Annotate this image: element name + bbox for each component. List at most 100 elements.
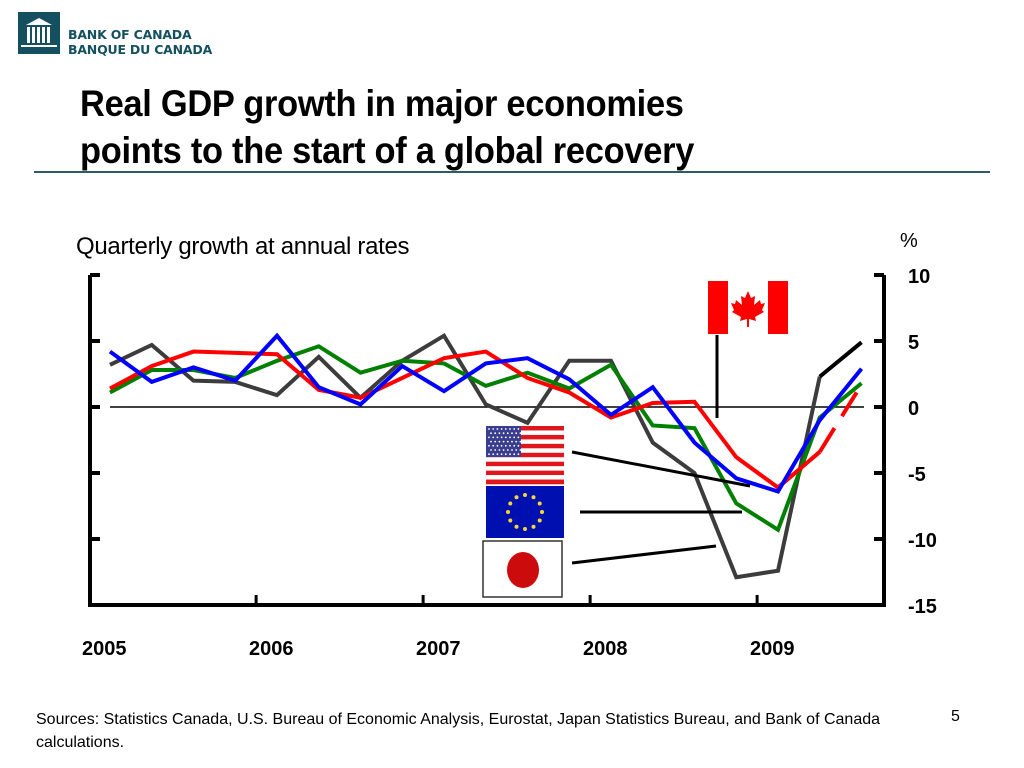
usa-flag-stripe (486, 434, 564, 440)
series-last-segment-japan (818, 340, 863, 379)
title-divider (34, 171, 990, 173)
usa-flag-star (517, 444, 520, 447)
usa-flag-star (506, 449, 509, 451)
usa-flag-icon (486, 426, 564, 485)
x-tick-label: 2007 (416, 638, 461, 660)
series-line-canada (109, 349, 822, 491)
chart-tick-labels: 10 5 0 -5 -10 -15 2005 2006 2007 2008 2009 (82, 266, 937, 660)
usa-flag-star (519, 440, 522, 443)
eu-flag-star (514, 524, 519, 529)
y-tick-label: -5 (908, 464, 926, 486)
usa-flag-stripe (486, 430, 564, 436)
usa-flag-stripe (486, 475, 564, 480)
x-tick-label: 2006 (249, 638, 294, 660)
usa-flag-star (513, 444, 516, 447)
eu-flag-star (508, 518, 513, 523)
logo-text: BANK OF CANADA BANQUE DU CANADA (68, 27, 212, 57)
usa-flag-star (502, 440, 505, 443)
usa-flag-star (511, 440, 513, 443)
usa-flag-star (509, 428, 511, 430)
usa-flag-star (492, 428, 495, 430)
series-line-japan (109, 332, 822, 580)
usa-flag-stripe (486, 448, 564, 454)
usa-flag-star (492, 453, 495, 456)
usa-flag-stripe (486, 439, 564, 445)
usa-flag-star (509, 444, 511, 447)
usa-flag-star (513, 428, 516, 430)
eu-flag-star (537, 501, 542, 506)
usa-flag-star (488, 444, 490, 447)
usa-flag-star (504, 436, 507, 439)
y-tick-label: 5 (908, 332, 919, 354)
usa-flag-star (492, 444, 495, 447)
usa-flag-star (488, 428, 490, 430)
series-line-euro-area (109, 344, 863, 533)
usa-flag-star (502, 432, 505, 435)
usa-flag-star (494, 432, 497, 435)
usa-flag-star (496, 436, 499, 439)
eu-flag-star (523, 493, 527, 497)
usa-flag-stripe (486, 452, 564, 458)
usa-flag-stripe (486, 470, 564, 476)
eu-flag-icon (486, 486, 564, 538)
title-line-1: Real GDP growth in major economies (80, 83, 684, 124)
usa-flag-star (515, 432, 518, 435)
usa-flag-star (494, 449, 497, 451)
usa-flag-star (496, 444, 499, 447)
usa-flag-star (504, 428, 507, 430)
usa-flag-star (519, 432, 522, 435)
eu-flag-star (537, 518, 542, 523)
eu-flag-star (540, 510, 544, 514)
usa-flag-star (511, 449, 513, 451)
usa-flag-star (515, 440, 518, 443)
series-forecast-canada (818, 383, 864, 453)
eu-flag-star (508, 501, 513, 506)
eu-flag-star (514, 495, 519, 500)
eu-flag-star (523, 527, 527, 531)
chart-axes (88, 273, 886, 607)
eu-flag-star (531, 524, 536, 529)
usa-flag-star (488, 453, 490, 456)
usa-flag-star (494, 440, 497, 443)
series-line-united-states (108, 332, 864, 494)
usa-flag-star (506, 440, 509, 443)
usa-flag-star (500, 453, 503, 456)
usa-flag-star (490, 440, 492, 443)
japan-flag-sun (507, 552, 539, 588)
usa-flag-star (498, 432, 501, 435)
bank-of-canada-logo (18, 12, 60, 54)
logo-line-french: BANQUE DU CANADA (68, 42, 213, 57)
y-tick-label: -15 (908, 596, 937, 618)
usa-flag-star (509, 436, 511, 439)
usa-flag-star (500, 444, 503, 447)
canada-flag-band-left (708, 281, 728, 334)
maple-leaf-icon (731, 291, 765, 327)
usa-flag-star (488, 436, 490, 439)
usa-flag-star (500, 428, 503, 430)
usa-flag-star (504, 444, 507, 447)
usa-flag-stripe (486, 457, 564, 462)
usa-flag-star (519, 449, 522, 451)
chart-subtitle: Quarterly growth at annual rates (76, 233, 410, 260)
usa-flag-star (517, 436, 520, 439)
page-number: 5 (951, 708, 960, 725)
slide-title: Real GDP growth in major economies point… (80, 80, 694, 174)
usa-flag-star (517, 428, 520, 430)
usa-flag-star (496, 428, 499, 430)
logo-line-english: BANK OF CANADA (68, 27, 192, 42)
usa-flag-stripe (486, 443, 564, 449)
y-axis-unit-label: % (900, 230, 918, 252)
usa-flag-star (490, 432, 492, 435)
usa-flag-star (502, 449, 505, 451)
japan-flag-icon (482, 540, 563, 598)
eu-flag-star (531, 495, 536, 500)
y-tick-label: 10 (908, 266, 930, 288)
usa-flag-star (504, 453, 507, 456)
x-tick-label: 2008 (583, 638, 628, 660)
usa-flag-star (500, 436, 503, 439)
usa-flag-star (513, 453, 516, 456)
chart-lines (108, 332, 864, 580)
sources-note: Sources: Statistics Canada, U.S. Bureau … (36, 711, 881, 751)
japan-leader-line (571, 544, 717, 565)
